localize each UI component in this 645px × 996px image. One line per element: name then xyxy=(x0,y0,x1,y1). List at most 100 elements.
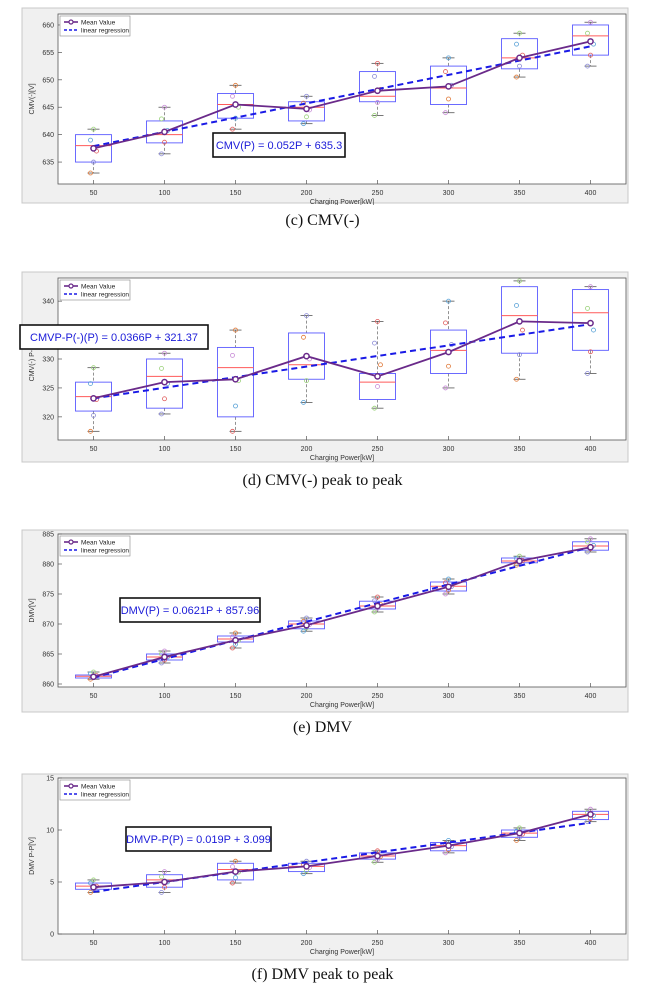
sample-point xyxy=(304,615,309,621)
sample-point xyxy=(514,74,519,80)
mean-line xyxy=(93,40,591,150)
mean-marker xyxy=(90,883,97,891)
sample-point xyxy=(375,594,380,600)
sample-point xyxy=(91,159,96,165)
x-tick-label: 250 xyxy=(372,446,384,453)
sample-point xyxy=(159,890,164,895)
sample-point xyxy=(585,305,590,311)
box xyxy=(288,101,325,122)
sample-point xyxy=(443,320,448,326)
x-tick-label: 100 xyxy=(159,693,171,700)
sample-point xyxy=(372,113,377,118)
sample-point xyxy=(378,362,383,368)
legend-label-mean: Mean Value xyxy=(81,784,116,791)
mean-marker xyxy=(161,653,168,661)
sample-point xyxy=(517,278,522,284)
sample-point xyxy=(91,365,96,371)
sample-point xyxy=(304,313,309,319)
y-tick-label: 5 xyxy=(50,880,54,887)
x-tick-label: 100 xyxy=(159,940,171,947)
plot-area xyxy=(57,777,627,935)
regression-line xyxy=(93,323,591,400)
mean-marker xyxy=(232,101,239,108)
sample-point xyxy=(585,30,590,36)
sample-point xyxy=(88,428,93,434)
legend-label-mean: Mean Value xyxy=(81,540,116,547)
sample-point xyxy=(230,93,235,99)
sample-point xyxy=(91,877,96,883)
sample-point xyxy=(88,137,93,143)
chart-cmv-peak-to-peak: 32032533033534050100150200250300350400Ch… xyxy=(19,271,629,463)
mean-marker xyxy=(587,811,594,818)
sample-point xyxy=(159,411,164,417)
legend-marker-mean xyxy=(68,19,74,25)
y-tick-label: 635 xyxy=(42,160,54,167)
equation-label: DMV(P) = 0.0621P + 857.96 xyxy=(121,605,260,617)
mean-marker xyxy=(161,378,168,386)
y-tick-label: 875 xyxy=(42,592,54,599)
chart-cmv: 635 640 645 650 655 660 50 100 150 200 250 300 350 40… xyxy=(21,7,629,205)
x-tick-label: 300 xyxy=(443,940,455,947)
x-tick-label: 150 xyxy=(230,693,242,700)
sample-point xyxy=(588,536,593,542)
sample-point xyxy=(375,60,380,66)
x-tick-label: 100 xyxy=(159,446,171,453)
sample-point xyxy=(233,858,238,864)
equation-box xyxy=(125,826,272,852)
box xyxy=(146,358,183,409)
sample-point xyxy=(446,363,451,369)
x-axis-label: Charging Power[kW] xyxy=(310,199,374,205)
chart-panel-dmv: 860 865 870 875 880 885 50 100 150 200 250 300 350 40… xyxy=(0,526,645,746)
box xyxy=(572,24,609,56)
x-tick-label: 350 xyxy=(514,190,526,197)
box xyxy=(430,329,467,374)
box xyxy=(430,65,467,105)
sample-point xyxy=(230,352,235,358)
sample-point xyxy=(301,628,306,634)
sample-point xyxy=(159,874,164,880)
mean-line xyxy=(93,320,591,400)
y-tick-label: 870 xyxy=(42,622,54,629)
regression-line xyxy=(93,546,591,679)
chart-caption: (e) DMV xyxy=(292,719,353,736)
sample-point xyxy=(585,549,590,555)
mean-marker xyxy=(303,863,310,870)
mean-marker xyxy=(445,83,452,90)
x-tick-label: 50 xyxy=(90,940,98,947)
y-axis-label: CMV(-)[V] xyxy=(29,83,36,114)
sample-point xyxy=(162,648,167,654)
sample-point xyxy=(514,376,519,382)
x-tick-label: 100 xyxy=(159,190,171,197)
sample-point xyxy=(443,591,448,597)
sample-point xyxy=(88,381,93,386)
sample-point xyxy=(372,859,377,865)
sample-point xyxy=(230,126,235,132)
chart-panel-cmv-peak-to-peak: 32032533033534050100150200250300350400Ch… xyxy=(0,266,645,502)
sample-point xyxy=(585,539,590,545)
sample-point xyxy=(88,170,93,176)
sample-point xyxy=(301,399,306,405)
y-tick-label: 650 xyxy=(42,77,54,84)
sample-point xyxy=(162,139,167,145)
box xyxy=(359,71,396,103)
sample-point xyxy=(304,378,309,384)
plot-area xyxy=(57,277,627,441)
chart-caption: (c) CMV(-) xyxy=(285,212,360,229)
mean-marker xyxy=(445,348,452,356)
sample-point xyxy=(517,352,522,358)
x-tick-label: 250 xyxy=(372,940,384,947)
sample-point xyxy=(588,349,593,355)
sample-point xyxy=(91,413,96,418)
box xyxy=(288,332,325,380)
x-tick-label: 200 xyxy=(301,446,313,453)
sample-point xyxy=(230,864,235,870)
x-tick-label: 350 xyxy=(514,693,526,700)
y-axis-label: DMV P-P[V] xyxy=(29,837,36,875)
sample-point xyxy=(446,96,451,102)
sample-point xyxy=(159,116,164,122)
legend-label-regression: linear regression xyxy=(81,28,129,35)
mean-marker xyxy=(587,38,594,45)
x-tick-label: 400 xyxy=(585,940,597,947)
mean-marker xyxy=(374,373,381,380)
sample-point xyxy=(162,104,167,110)
